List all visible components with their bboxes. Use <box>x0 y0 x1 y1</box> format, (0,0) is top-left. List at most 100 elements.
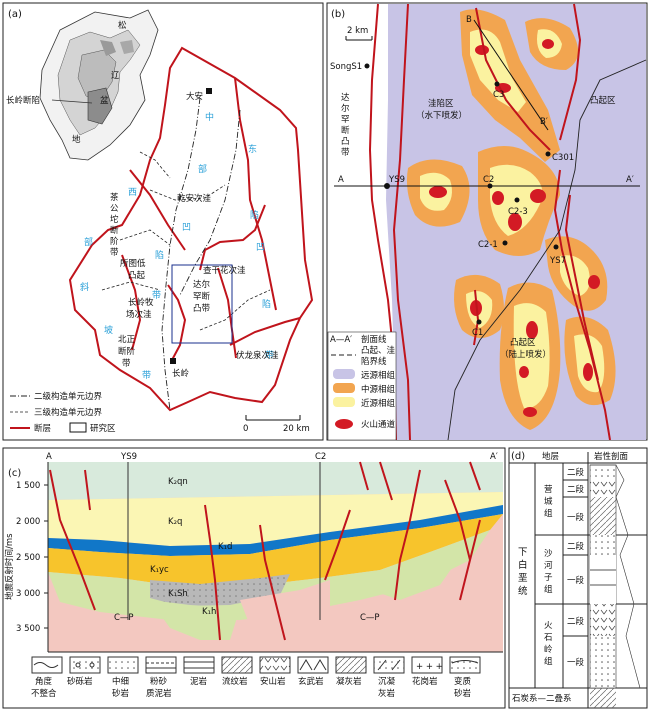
svg-text:城: 城 <box>544 497 553 507</box>
svg-text:茶: 茶 <box>110 192 119 203</box>
fault-1 <box>129 169 186 251</box>
formation-huoshiling: 火 石 岭 组 <box>544 621 553 667</box>
legend-a-3: 断层 <box>34 423 51 434</box>
ytick-3000: 3 000 <box>16 589 40 599</box>
section-B: B <box>466 15 472 25</box>
svg-text:粉砂: 粉砂 <box>150 676 168 687</box>
svg-text:泥岩: 泥岩 <box>190 676 208 687</box>
ytick-1500: 1 500 <box>16 481 40 491</box>
uplift-bottom-label: 凸起区 <box>510 338 536 348</box>
ytick-2000: 2 000 <box>16 517 40 527</box>
svg-text:沙: 沙 <box>544 549 553 559</box>
panel-a: (a) 松 辽 盆 地 长岭断陷 <box>2 2 324 441</box>
zone-west-4: 坡 <box>104 324 113 336</box>
fault-2 <box>234 77 277 311</box>
inset-char-2: 辽 <box>111 71 120 81</box>
svg-text:砂岩: 砂岩 <box>112 688 130 699</box>
fault-7 <box>229 317 301 346</box>
seg-2: 二段 <box>567 484 585 495</box>
svg-text:岭: 岭 <box>544 644 553 655</box>
seg-7: 一段 <box>567 657 585 668</box>
svg-text:河: 河 <box>544 560 553 571</box>
svg-text:+ + +: + + + <box>416 662 443 672</box>
well-ys7: YS7 <box>549 256 566 266</box>
depression-label: 洼陷区 <box>428 98 454 109</box>
unit-qianan: 乾安次洼 <box>177 193 212 204</box>
svg-text:玄武岩: 玄武岩 <box>298 676 324 687</box>
svg-text:砂砾岩: 砂砾岩 <box>67 676 93 687</box>
unit-k2qn: K₂qn <box>168 477 188 487</box>
svg-text:凸带: 凸带 <box>193 304 211 314</box>
fault-6 <box>121 254 142 351</box>
unit-cp-left: C—P <box>114 613 134 623</box>
panel-c-tag: (c) <box>8 468 21 479</box>
legend-b-4: 中源相组 <box>361 384 396 395</box>
well-c-c2: C2 <box>315 452 326 462</box>
boundary-2nd-1 <box>161 97 201 411</box>
well-c1: C1 <box>472 328 483 338</box>
svg-text:花岗岩: 花岗岩 <box>412 676 438 687</box>
section-c-A: A <box>46 452 52 462</box>
svg-text:断阶: 断阶 <box>118 346 136 357</box>
svg-text:阶: 阶 <box>110 236 119 247</box>
svg-text:凸: 凸 <box>341 137 350 147</box>
boundary-3rd-3 <box>101 281 161 291</box>
svg-text:营: 营 <box>544 484 553 495</box>
fault-vert-b: 达 尔 罕 断 凸 带 <box>341 92 350 158</box>
b-fault-4 <box>559 3 582 141</box>
svg-text:流纹岩: 流纹岩 <box>222 676 248 687</box>
inset-char-4: 地 <box>72 134 81 145</box>
depression-sub: （水下喷发） <box>416 110 467 121</box>
zone-central-4: 陷 <box>155 249 164 261</box>
series-label: 下 白 垩 统 <box>518 547 528 597</box>
formation-yingcheng: 营 城 组 <box>544 484 553 519</box>
unit-fuyuquan: 伏龙泉次洼 <box>236 350 279 361</box>
seg-3: 一段 <box>567 512 585 523</box>
boundary-3rd-4 <box>199 289 271 331</box>
panel-c: (c) A A′ YS9 C2 <box>2 447 506 709</box>
fault-4 <box>167 284 187 361</box>
boundary-3rd-5 <box>139 151 171 179</box>
boundary-3rd-2 <box>119 229 171 246</box>
wells: SongS1 C3 C301 YS9 C2 C2-3 C2-1 YS7 C1 <box>330 62 574 338</box>
legend-b-5: 近源相组 <box>361 398 396 409</box>
seg-1: 二段 <box>567 467 585 478</box>
legend-a-1: 二级构造单元边界 <box>34 391 103 402</box>
unit-k1h: K₁h <box>202 607 216 617</box>
legend-b-3: 远源相组 <box>361 370 396 381</box>
svg-text:砂岩: 砂岩 <box>454 688 472 699</box>
well-c3: C3 <box>493 90 504 100</box>
scale-a-len: 20 km <box>283 424 310 434</box>
svg-text:带: 带 <box>341 148 350 158</box>
svg-text:带: 带 <box>110 248 119 258</box>
svg-text:尔: 尔 <box>341 103 350 114</box>
city-marker-daan <box>206 88 212 94</box>
svg-text:凝灰岩: 凝灰岩 <box>336 676 362 687</box>
zone-east-2: 陷 <box>250 209 259 221</box>
zone-west-1: 西 <box>128 187 137 198</box>
unit-k1yc: K₁yc <box>150 565 169 575</box>
city-daan: 大安 <box>186 91 203 102</box>
unit-dalhan-vert: 达尔 罕断 凸带 <box>193 279 211 314</box>
col-strata: 地层 <box>542 451 559 462</box>
well-c-ys9: YS9 <box>120 452 137 462</box>
uplift-bottom-sub: （陆上喷发） <box>500 349 551 360</box>
zone-central-5: 带 <box>152 290 161 301</box>
city-changling: 长岭 <box>172 368 190 379</box>
svg-text:A—A′: A—A′ <box>330 335 352 345</box>
svg-text:子: 子 <box>544 573 553 583</box>
svg-text:不整合: 不整合 <box>31 688 57 699</box>
col-profile: 岩性剖面 <box>594 451 629 462</box>
lithology-column <box>589 464 641 708</box>
fault-3 <box>199 204 266 271</box>
inset-left-label: 长岭断陷 <box>6 95 40 106</box>
svg-text:公: 公 <box>110 204 119 214</box>
b-fault-6 <box>564 194 599 381</box>
zone-labels: 东 陷 凹 陷 带 中 部 凹 陷 带 西 部 斜 坡 带 <box>80 111 274 381</box>
svg-text:沉凝: 沉凝 <box>378 676 396 687</box>
svg-text:罕: 罕 <box>341 115 350 125</box>
section-B2: B′ <box>540 117 548 127</box>
region-outline <box>68 46 314 412</box>
svg-text:白: 白 <box>518 559 528 571</box>
